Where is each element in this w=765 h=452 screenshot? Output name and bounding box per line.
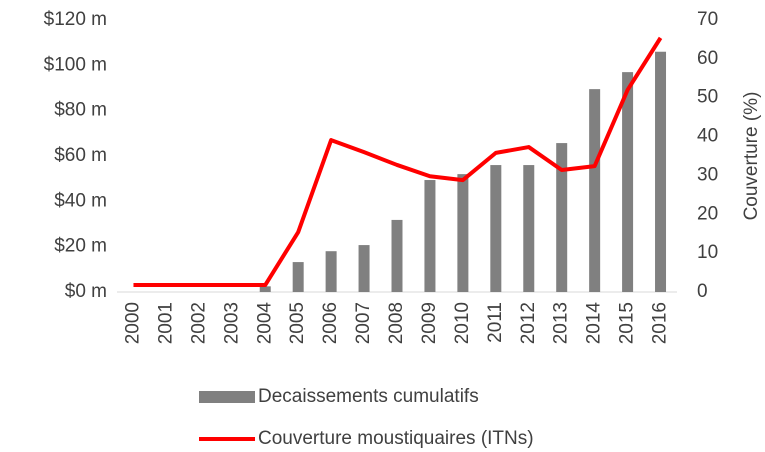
x-tick-label: 2013 xyxy=(551,302,572,344)
bar xyxy=(457,174,469,292)
y-tick-label: $40 m xyxy=(54,190,107,211)
bar xyxy=(523,165,535,292)
legend-swatch xyxy=(199,391,255,403)
x-tick-label: 2005 xyxy=(287,302,308,344)
bar xyxy=(424,180,436,292)
legend-label: Decaissements cumulatifs xyxy=(258,386,479,407)
y2-tick-label: 30 xyxy=(697,164,718,185)
bar xyxy=(358,245,370,292)
y-tick-label: $120 m xyxy=(44,9,107,30)
y-tick-label: $60 m xyxy=(54,145,107,166)
y2-tick-label: 0 xyxy=(697,281,708,302)
bar xyxy=(259,286,271,292)
x-tick-label: 2000 xyxy=(122,302,143,344)
y2-tick-label: 40 xyxy=(697,126,718,147)
y-tick-label: $0 m xyxy=(65,281,107,302)
x-tick-label: 2009 xyxy=(419,302,440,344)
x-tick-label: 2001 xyxy=(155,302,176,344)
x-tick-label: 2010 xyxy=(452,302,473,344)
x-tick-label: 2004 xyxy=(254,302,275,345)
y2-tick-label: 50 xyxy=(697,87,718,108)
y2-tick-label: 60 xyxy=(697,48,718,69)
x-tick-label: 2011 xyxy=(485,302,506,343)
y2-axis-label: Couverture (%) xyxy=(741,92,762,221)
line xyxy=(133,36,663,288)
x-tick-label: 2003 xyxy=(221,302,242,344)
x-tick-label: 2006 xyxy=(320,302,341,344)
y-tick-label: $20 m xyxy=(54,236,107,257)
bar xyxy=(556,143,568,292)
bar xyxy=(589,89,601,292)
x-tick-label: 2007 xyxy=(353,302,374,344)
bar xyxy=(325,251,337,292)
x-tick-label: 2012 xyxy=(518,302,539,344)
y2-tick-label: 10 xyxy=(697,242,718,263)
bar xyxy=(292,262,304,292)
y-tick-label: $100 m xyxy=(44,54,107,75)
y2-tick-label: 20 xyxy=(697,203,718,224)
x-tick-label: 2016 xyxy=(650,302,671,344)
legend-label: Couverture moustiquaires (ITNs) xyxy=(258,428,534,449)
x-tick-label: 2002 xyxy=(188,302,209,344)
x-tick-label: 2008 xyxy=(386,302,407,344)
x-tick-label: 2014 xyxy=(584,302,605,345)
bar xyxy=(391,219,403,292)
bar xyxy=(622,72,634,292)
bar xyxy=(490,165,502,292)
y2-tick-label: 70 xyxy=(697,9,718,30)
x-tick-label: 2015 xyxy=(617,302,638,344)
bar xyxy=(655,51,667,292)
y-tick-label: $80 m xyxy=(54,100,107,121)
